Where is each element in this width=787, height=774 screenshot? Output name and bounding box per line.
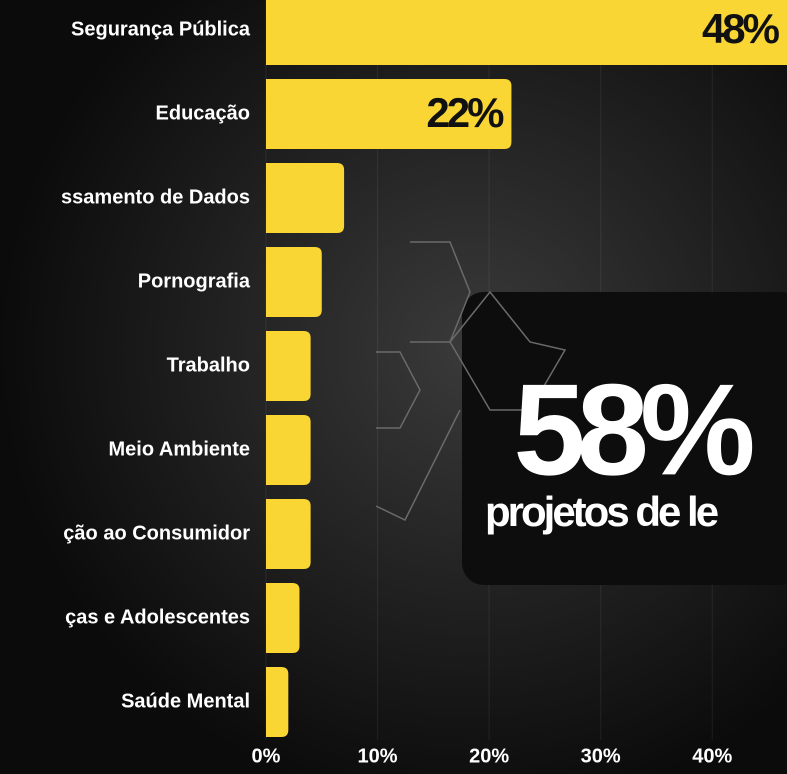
- category-label: ção ao Consumidor: [63, 522, 250, 544]
- annotation-text: projetos de le: [485, 488, 718, 535]
- category-label: Saúde Mental: [121, 690, 250, 712]
- data-label: 48%: [702, 5, 780, 52]
- annotation-value: 58%: [513, 356, 753, 502]
- bar: [266, 247, 322, 317]
- category-label: ssamento de Dados: [61, 186, 250, 208]
- bar: [266, 667, 289, 737]
- annotation-box: [462, 292, 787, 585]
- x-tick-label: 40%: [692, 745, 732, 767]
- x-tick-label: 30%: [581, 745, 621, 767]
- hexagon-decor: [375, 241, 567, 521]
- category-label: Segurança Pública: [71, 18, 251, 40]
- bar: [266, 79, 512, 149]
- category-label: Educação: [156, 102, 250, 124]
- bar: [266, 0, 787, 65]
- bar: [266, 583, 300, 653]
- bar: [266, 163, 345, 233]
- category-label: Meio Ambiente: [109, 438, 251, 460]
- bar: [266, 499, 311, 569]
- x-tick-label: 0%: [252, 745, 281, 767]
- bar: [266, 331, 311, 401]
- category-label: ças e Adolescentes: [65, 606, 250, 628]
- x-tick-label: 10%: [358, 745, 398, 767]
- x-tick-label: 20%: [469, 745, 509, 767]
- category-label: Trabalho: [167, 354, 250, 376]
- data-label: 22%: [426, 89, 504, 136]
- category-label: Pornografia: [138, 270, 251, 292]
- bar: [266, 415, 311, 485]
